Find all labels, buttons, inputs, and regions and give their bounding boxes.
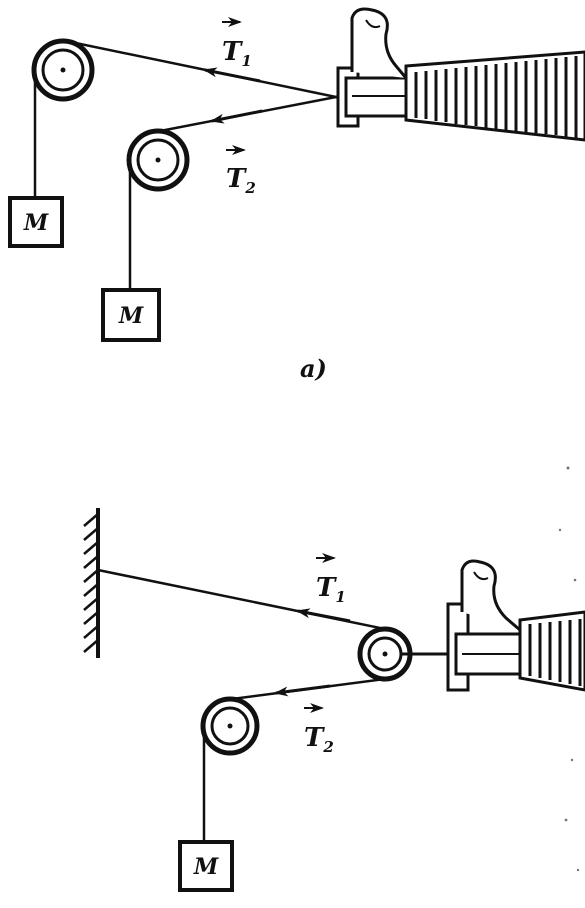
string-t1 — [65, 39, 337, 99]
label-t2-b: T2 — [304, 703, 334, 756]
svg-text:T2: T2 — [304, 723, 334, 756]
t1-sub: 1 — [241, 52, 251, 70]
pulley-upper — [31, 38, 95, 102]
mass-label-upper: M — [23, 210, 49, 236]
label-t2: T2 — [226, 145, 256, 197]
mass-label-lower: M — [118, 303, 144, 329]
wall — [83, 508, 100, 658]
pulley-fixed — [200, 696, 260, 756]
arrow-t2-b — [274, 684, 331, 697]
t2-b-sub: 2 — [322, 738, 333, 756]
label-t1: T1 — [222, 17, 252, 70]
svg-text:T1: T1 — [316, 573, 346, 606]
svg-text:T1: T1 — [222, 37, 252, 70]
mass-block-lower: M — [101, 288, 161, 342]
t2-sub: 2 — [244, 179, 255, 197]
arrow-t1-b — [296, 608, 351, 623]
pulley-lower — [126, 128, 190, 192]
mass-block-upper: M — [8, 196, 64, 248]
arrow-t2 — [210, 109, 263, 124]
arrow-t1 — [203, 67, 261, 83]
panel-a: M M T1 T2 — [8, 7, 585, 383]
mass-label-b: M — [193, 854, 219, 880]
t2-base: T — [226, 164, 247, 194]
scan-noise — [558, 466, 580, 872]
svg-text:T2: T2 — [226, 164, 256, 197]
mass-block-b: M — [178, 840, 234, 892]
t1-b-sub: 1 — [335, 588, 345, 606]
t2-b-base: T — [304, 723, 325, 753]
panel-b: M T1 T2 — [83, 466, 585, 892]
hand-dynamometer-a — [336, 7, 585, 142]
hand-dynamometer-b — [400, 559, 585, 692]
t1-base: T — [222, 37, 243, 67]
label-t1-b: T1 — [316, 553, 346, 606]
t1-b-base: T — [316, 573, 337, 603]
caption-a: a) — [300, 354, 327, 383]
